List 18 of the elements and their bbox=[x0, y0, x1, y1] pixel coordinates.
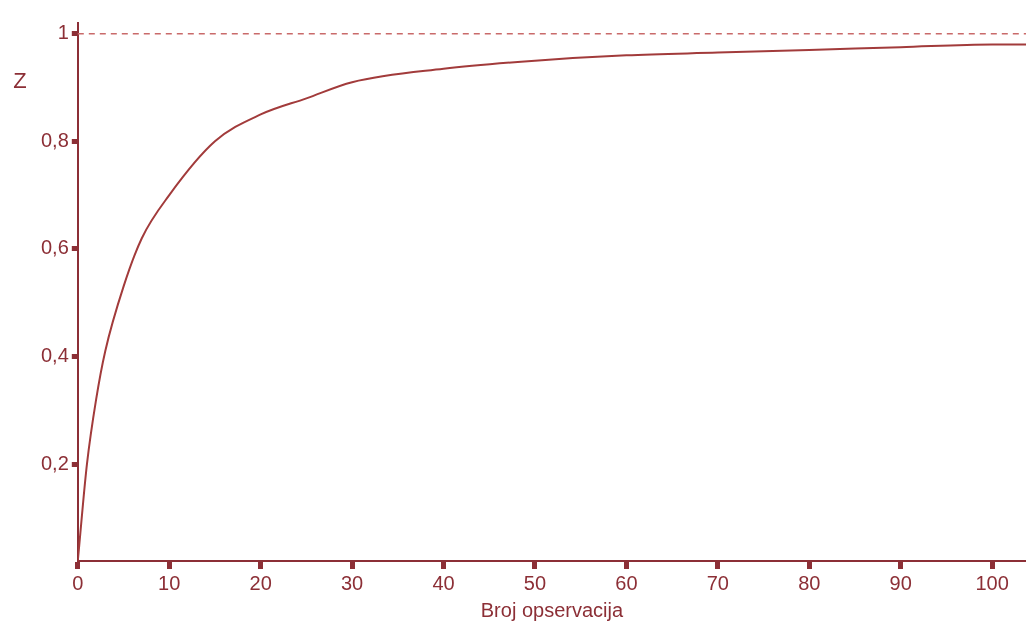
x-tick-label: 60 bbox=[615, 571, 638, 594]
x-axis-title: Broj opservacija bbox=[480, 598, 624, 621]
y-tick-label: 0,8 bbox=[40, 128, 69, 151]
x-tick-label: 50 bbox=[523, 571, 547, 594]
x-tick-label: 100 bbox=[975, 571, 1009, 594]
x-tick-label: 40 bbox=[432, 571, 455, 594]
y-tick-label: 1 bbox=[57, 21, 69, 44]
x-tick-label: 20 bbox=[249, 571, 272, 594]
x-tick-label: 10 bbox=[158, 571, 181, 594]
x-tick-label: 80 bbox=[798, 571, 821, 594]
x-tick-label: 90 bbox=[889, 571, 912, 594]
y-tick-label: 0,4 bbox=[40, 344, 69, 367]
y-tick-label: 0,2 bbox=[40, 451, 69, 474]
y-axis-title: Z bbox=[13, 67, 27, 93]
x-tick-label: 0 bbox=[72, 571, 84, 594]
y-tick-label: 0,6 bbox=[40, 236, 69, 259]
x-tick-label: 70 bbox=[706, 571, 729, 594]
x-tick-label: 30 bbox=[340, 571, 364, 594]
